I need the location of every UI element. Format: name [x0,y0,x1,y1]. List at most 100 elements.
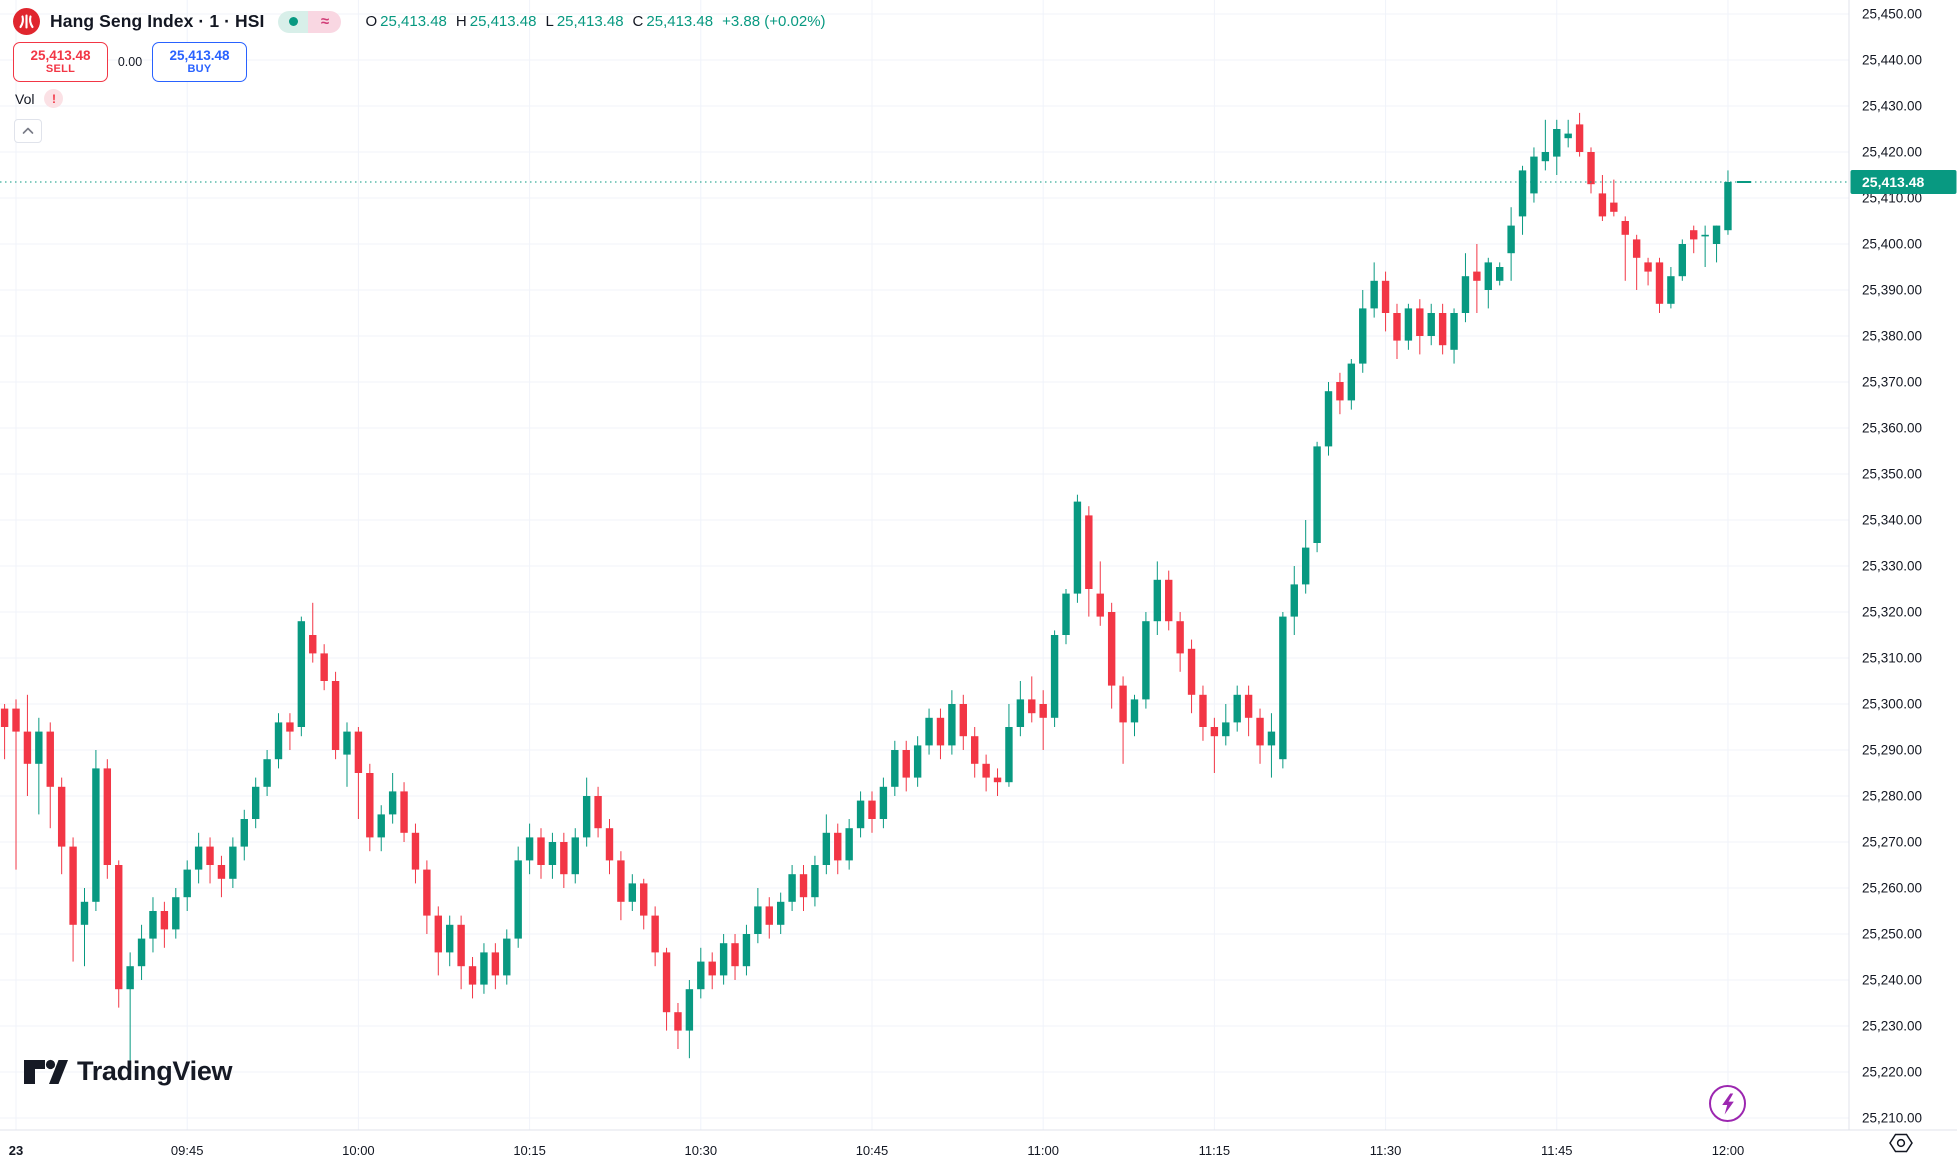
candle-body [411,832,420,870]
candle-body [913,745,922,778]
candle-body [1107,612,1116,686]
price-axis-label: 25,390.00 [1862,283,1922,298]
hang-seng-logo-icon [13,8,40,35]
price-axis-label: 25,310.00 [1862,651,1922,666]
candle-body [1416,308,1424,336]
candle-body [1199,694,1207,727]
delayed-data-badge[interactable]: ≈ [308,10,342,33]
candle-body [1667,276,1675,304]
candle-body [1438,313,1447,346]
instant-data-button[interactable] [1709,1085,1746,1122]
candle-body [1484,262,1492,290]
candle-body [423,869,431,916]
candle-body [1621,221,1629,235]
candle-body [92,768,100,902]
candle-body [1244,694,1253,718]
candle-body [1518,170,1527,217]
candle-body [1450,313,1458,350]
sell-price: 25,413.48 [30,47,91,63]
candle-body [1028,699,1036,714]
candle-body [263,759,271,787]
candle-body [788,874,796,902]
volume-indicator-row: Vol ! [15,89,64,108]
candle-body [1279,616,1287,760]
candle-body [1678,244,1687,277]
price-axis-label: 25,400.00 [1862,237,1922,252]
candle-body [594,796,602,829]
price-axis[interactable]: 25,450.00 25,440.00 25,430.00 25,420.00 25,4… [1862,7,1922,1126]
price-axis-label: 25,280.00 [1862,789,1922,804]
time-axis-label: 10:30 [685,1143,718,1158]
candle-body [1359,308,1367,364]
candle-body [286,722,294,732]
candle-body [1005,727,1013,783]
candle-body [1073,501,1082,594]
candle-body [1130,699,1139,723]
low-label: L [545,13,554,30]
candle-body [1347,363,1356,401]
candle-body [217,865,226,879]
market-status-pill[interactable] [278,10,309,33]
candle-body [1256,717,1264,746]
candle-body [229,846,237,879]
buy-button[interactable]: 25,413.48 BUY [152,42,247,82]
candle-body [765,906,773,925]
candle-body [936,717,945,746]
candle-body [1142,621,1150,700]
volume-indicator-label[interactable]: Vol [15,90,35,107]
price-axis-label: 25,430.00 [1862,99,1922,114]
candle-body [309,635,317,654]
candle-body [1564,133,1572,139]
candle-body [331,681,340,750]
candle-body [651,915,659,953]
candle-body [1301,547,1310,585]
candle-body [1222,722,1230,737]
candle-body [640,883,648,916]
candle-body [708,961,716,976]
candle-body [183,869,191,898]
change-value: +3.88 (+0.02%) [722,13,826,30]
collapse-legend-button[interactable] [14,119,42,143]
candle-body [1370,280,1378,309]
time-axis-label: 11:00 [1027,1143,1059,1158]
candle-body [80,901,89,925]
candle-body [1187,648,1196,695]
candle-body [742,934,751,967]
axis-settings-icon[interactable] [1889,1133,1913,1153]
candle-body [799,874,808,898]
candle-body [480,952,488,985]
candle-body [571,837,579,875]
symbol-title[interactable]: Hang Seng Index · 1 · HSI [50,11,265,31]
candle-body [1690,230,1698,240]
candle-body [115,865,123,990]
candle-body [662,952,671,1013]
time-axis[interactable]: 23 09:45 10:00 10:15 10:30 10:45 11:00 11:15 11:… [9,1143,1744,1158]
price-axis-label: 25,270.00 [1862,835,1922,850]
price-axis-label: 25,370.00 [1862,375,1922,390]
candle-body [1393,313,1401,341]
tradingview-watermark[interactable]: TradingView [22,1056,233,1087]
candle-body [172,897,180,930]
candle-body [993,777,1002,783]
price-axis-label: 25,300.00 [1862,697,1922,712]
sell-label: SELL [45,63,76,76]
candle-body [400,791,408,833]
price-axis-label: 25,260.00 [1862,881,1922,896]
candle-body [1427,313,1435,336]
candle-body [891,750,899,787]
candle-body [1541,152,1550,162]
open-label: O [365,13,378,30]
candle-body [628,883,637,902]
indicator-warning-icon[interactable]: ! [44,89,64,108]
candle-body [971,736,979,764]
candle-body [457,924,465,967]
candle-body [674,1012,682,1031]
price-axis-label: 25,350.00 [1862,467,1922,482]
candle-body [776,901,785,925]
price-axis-label: 25,210.00 [1862,1111,1922,1126]
watermark-text: TradingView [77,1056,233,1086]
candle-body [948,704,956,746]
sell-button[interactable]: 25,413.48 SELL [13,42,108,82]
